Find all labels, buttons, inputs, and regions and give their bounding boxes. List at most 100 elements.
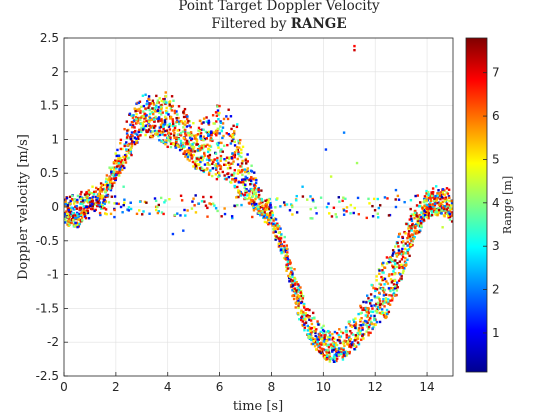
data-point [104, 195, 107, 199]
data-point [391, 254, 394, 257]
data-point [293, 268, 296, 271]
data-point [72, 223, 76, 226]
data-point [334, 347, 338, 351]
data-point [219, 159, 222, 162]
data-point [129, 148, 132, 151]
data-point [135, 118, 138, 121]
data-point [141, 128, 145, 131]
data-point [105, 181, 109, 184]
data-point [338, 200, 341, 203]
data-point [378, 307, 381, 310]
data-point [297, 305, 300, 308]
data-point [339, 349, 342, 352]
data-point [70, 218, 74, 221]
data-point [177, 145, 180, 148]
data-point [152, 103, 156, 106]
data-point [243, 193, 247, 196]
data-point [189, 125, 192, 129]
data-point [200, 146, 203, 150]
data-point [348, 339, 351, 342]
data-point [91, 207, 94, 211]
data-point [203, 143, 206, 147]
data-point [343, 344, 346, 347]
data-point [100, 196, 103, 199]
data-point [294, 306, 297, 309]
data-point [311, 311, 315, 315]
data-point [125, 136, 129, 139]
data-point [202, 156, 205, 159]
data-point [436, 213, 439, 217]
data-point [167, 113, 170, 116]
data-point [339, 335, 343, 338]
data-point [441, 226, 444, 229]
data-point [408, 242, 412, 246]
data-point [133, 142, 137, 146]
data-point [119, 168, 123, 171]
data-point [326, 354, 329, 358]
data-point [215, 177, 219, 181]
data-point [168, 198, 171, 201]
data-point [157, 101, 161, 104]
data-point [70, 197, 74, 201]
data-point [175, 110, 178, 113]
data-point [334, 341, 337, 345]
data-point [233, 156, 236, 159]
data-point [398, 252, 401, 255]
data-point [194, 160, 197, 163]
data-point [80, 211, 83, 215]
data-point [228, 134, 232, 137]
data-point [398, 266, 401, 270]
data-point [188, 132, 192, 135]
data-point [215, 142, 219, 145]
data-point [185, 141, 189, 144]
data-point [354, 337, 357, 340]
data-point [193, 134, 196, 138]
data-point [323, 338, 327, 342]
data-point [206, 215, 209, 218]
data-point [406, 244, 409, 247]
data-point [393, 267, 396, 270]
data-point [156, 109, 159, 113]
data-point [429, 199, 433, 203]
data-point [105, 177, 108, 181]
data-point [355, 335, 358, 338]
data-point [451, 207, 453, 210]
data-point [401, 253, 404, 256]
data-point [337, 349, 340, 352]
data-point [127, 148, 131, 152]
data-point [212, 160, 215, 164]
data-point [152, 108, 156, 111]
data-point [145, 130, 149, 134]
data-point [341, 199, 344, 203]
data-point [197, 202, 201, 205]
data-point [243, 178, 247, 181]
data-point [335, 354, 339, 357]
data-point [299, 301, 303, 305]
data-point [78, 208, 81, 211]
data-point [359, 329, 362, 333]
data-point [240, 165, 243, 168]
data-point [105, 189, 109, 192]
data-point [426, 203, 429, 207]
data-point [440, 212, 443, 215]
data-point [191, 160, 195, 164]
data-point [228, 156, 231, 159]
data-point [230, 139, 234, 143]
data-point [96, 200, 100, 203]
data-point [442, 197, 445, 200]
data-point [320, 337, 324, 341]
data-point [414, 194, 417, 198]
data-point [306, 308, 310, 311]
data-point [81, 196, 85, 200]
data-point [345, 333, 348, 337]
data-point [367, 297, 370, 300]
data-point [406, 258, 409, 262]
data-point [196, 147, 200, 151]
data-point [363, 332, 366, 336]
data-point [236, 163, 240, 166]
data-point [286, 257, 290, 261]
data-point [389, 260, 392, 264]
data-point [247, 172, 250, 175]
data-point [342, 209, 346, 212]
data-point [307, 334, 311, 338]
